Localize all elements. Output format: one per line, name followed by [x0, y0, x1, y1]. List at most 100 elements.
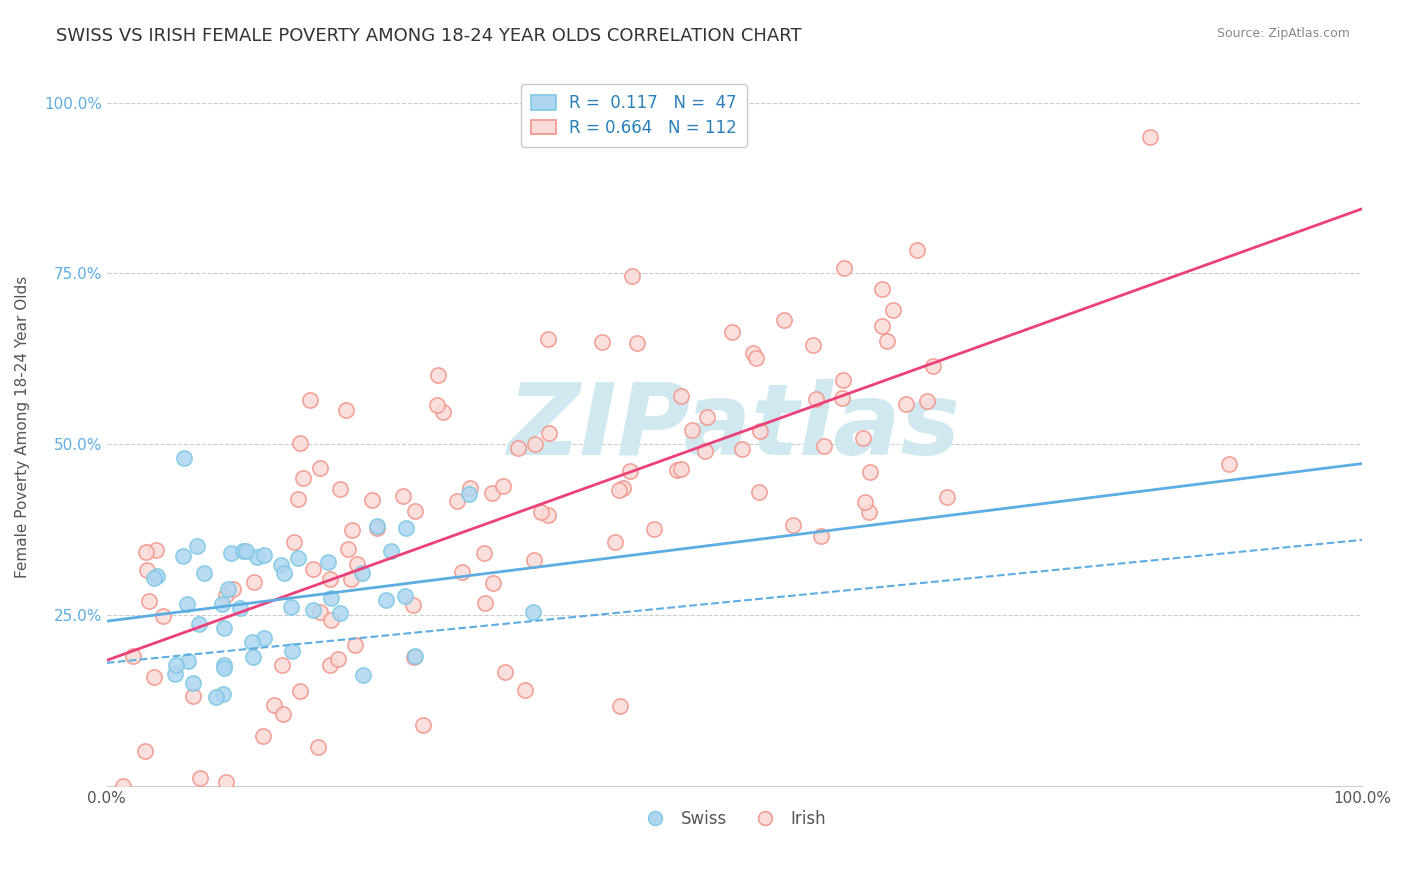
Point: [340, 573, 363, 587]
Point: [537, 332, 560, 346]
Point: [626, 336, 648, 351]
Point: [374, 593, 396, 607]
Legend: Swiss, Irish: Swiss, Irish: [636, 804, 832, 835]
Point: [319, 591, 342, 606]
Point: [252, 548, 274, 562]
Point: [204, 690, 226, 704]
Point: [427, 368, 450, 383]
Text: ZIPatlas: ZIPatlas: [508, 378, 960, 475]
Point: [882, 302, 904, 317]
Point: [187, 617, 209, 632]
Point: [404, 649, 426, 664]
Text: SWISS VS IRISH FEMALE POVERTY AMONG 18-24 YEAR OLDS CORRELATION CHART: SWISS VS IRISH FEMALE POVERTY AMONG 18-2…: [56, 27, 801, 45]
Point: [329, 607, 352, 621]
Point: [721, 325, 744, 339]
Point: [343, 639, 366, 653]
Point: [669, 389, 692, 403]
Point: [458, 487, 481, 501]
Point: [394, 589, 416, 603]
Point: [806, 392, 828, 407]
Point: [813, 439, 835, 453]
Point: [607, 483, 630, 497]
Point: [855, 495, 877, 509]
Point: [394, 520, 416, 534]
Point: [111, 779, 134, 793]
Point: [852, 431, 875, 445]
Point: [404, 504, 426, 518]
Point: [905, 243, 928, 257]
Point: [361, 493, 384, 508]
Point: [309, 461, 332, 475]
Point: [229, 600, 252, 615]
Point: [772, 313, 794, 327]
Point: [290, 683, 312, 698]
Point: [134, 744, 156, 758]
Point: [215, 588, 238, 602]
Point: [212, 687, 235, 701]
Point: [508, 441, 530, 455]
Point: [329, 483, 352, 497]
Point: [214, 775, 236, 789]
Point: [217, 582, 239, 597]
Point: [193, 566, 215, 580]
Point: [172, 549, 194, 563]
Point: [782, 517, 804, 532]
Point: [181, 675, 204, 690]
Point: [263, 698, 285, 712]
Point: [212, 661, 235, 675]
Point: [609, 698, 631, 713]
Point: [281, 644, 304, 658]
Point: [342, 523, 364, 537]
Point: [352, 668, 374, 682]
Point: [530, 505, 553, 519]
Point: [142, 670, 165, 684]
Point: [741, 346, 763, 360]
Point: [522, 605, 544, 619]
Point: [392, 489, 415, 503]
Point: [287, 551, 309, 566]
Point: [474, 596, 496, 610]
Point: [273, 566, 295, 581]
Point: [366, 519, 388, 533]
Point: [695, 444, 717, 458]
Point: [316, 555, 339, 569]
Point: [337, 541, 360, 556]
Point: [270, 558, 292, 573]
Point: [271, 706, 294, 721]
Point: [335, 403, 357, 417]
Point: [186, 539, 208, 553]
Point: [458, 482, 481, 496]
Point: [240, 635, 263, 649]
Point: [870, 319, 893, 334]
Point: [152, 609, 174, 624]
Point: [302, 562, 325, 576]
Point: [366, 521, 388, 535]
Point: [246, 550, 269, 565]
Point: [283, 534, 305, 549]
Point: [307, 739, 329, 754]
Point: [523, 436, 546, 450]
Point: [491, 479, 513, 493]
Point: [665, 463, 688, 477]
Point: [232, 544, 254, 558]
Point: [287, 492, 309, 507]
Point: [870, 282, 893, 296]
Point: [173, 450, 195, 465]
Point: [591, 335, 613, 350]
Point: [917, 394, 939, 409]
Point: [402, 649, 425, 664]
Point: [922, 359, 945, 373]
Point: [523, 553, 546, 567]
Point: [222, 582, 245, 596]
Point: [163, 667, 186, 681]
Point: [450, 566, 472, 580]
Point: [318, 572, 340, 586]
Point: [481, 486, 503, 500]
Point: [142, 571, 165, 585]
Point: [831, 372, 853, 386]
Point: [242, 574, 264, 589]
Point: [181, 689, 204, 703]
Point: [831, 391, 853, 405]
Point: [401, 599, 423, 613]
Point: [299, 392, 322, 407]
